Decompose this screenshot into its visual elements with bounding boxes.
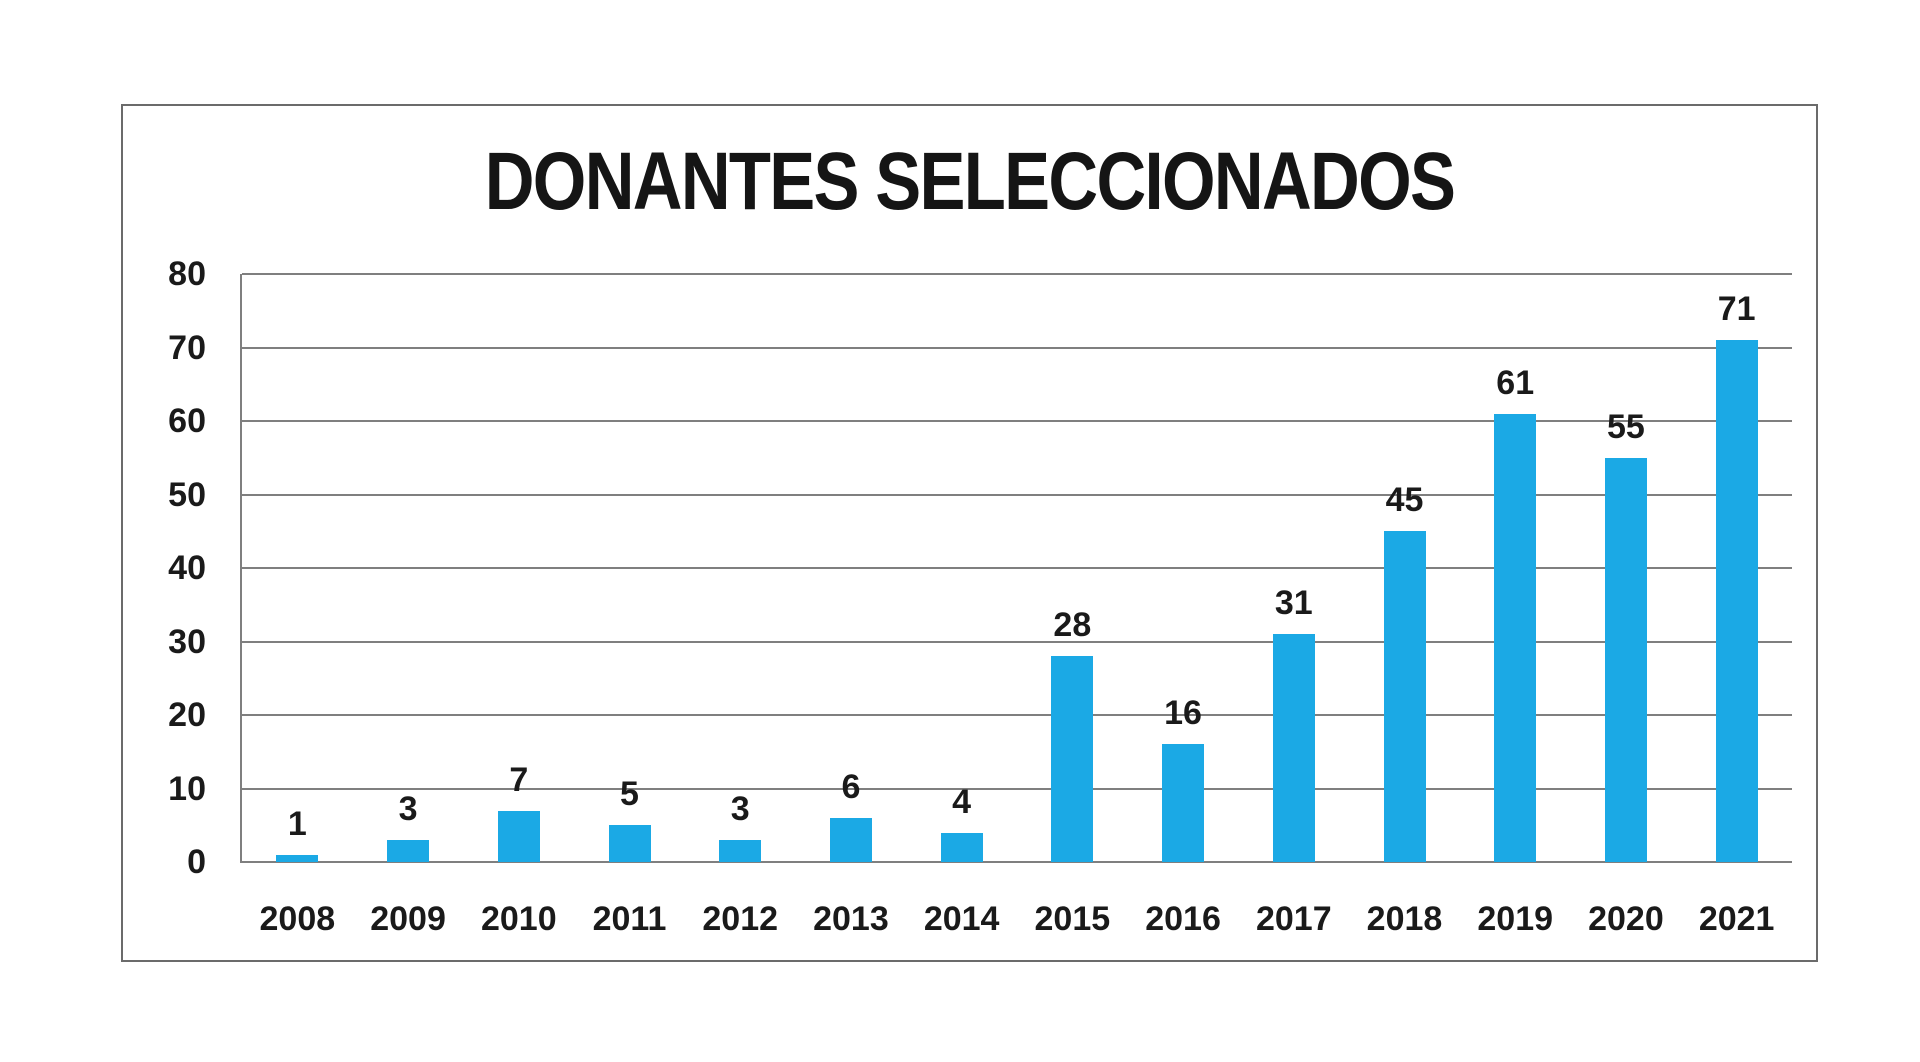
x-tick-label: 2010: [480, 900, 557, 938]
x-tick-label: 2021: [1698, 900, 1775, 938]
bar-value-label: 71: [1717, 290, 1756, 329]
bar: [387, 839, 430, 862]
x-tick-label: 2017: [1255, 900, 1332, 938]
bar-value-label: 1: [287, 804, 307, 843]
y-tick-label: 80: [168, 255, 206, 293]
bar: [829, 817, 872, 862]
bar: [1162, 744, 1205, 862]
y-tick-label: 40: [168, 549, 206, 587]
chart-title: DONANTES SELECCIONADOS: [484, 136, 1456, 227]
x-tick-label: 2019: [1477, 900, 1554, 938]
bar: [1604, 457, 1647, 862]
x-tick-label: 2012: [702, 900, 779, 938]
bar: [1383, 531, 1426, 862]
x-tick-label: 2018: [1366, 900, 1443, 938]
bar-value-label: 3: [398, 789, 418, 828]
y-tick-label: 20: [168, 696, 206, 734]
y-axis-line: [240, 274, 242, 863]
gridline: [242, 640, 1792, 643]
bar: [276, 854, 319, 862]
bar-value-label: 16: [1164, 694, 1202, 733]
gridline: [242, 714, 1792, 716]
bar: [1051, 656, 1094, 862]
bar-value-label: 45: [1385, 481, 1424, 520]
x-tick-label: 2016: [1145, 900, 1221, 938]
gridline: [242, 493, 1792, 496]
x-tick-label: 2015: [1034, 900, 1111, 938]
gridline: [242, 420, 1792, 422]
x-tick-label: 2011: [592, 900, 667, 938]
x-tick-label: 2020: [1588, 900, 1664, 938]
gridline: [242, 861, 1792, 863]
y-tick-label: 60: [168, 402, 206, 440]
y-tick-label: 30: [168, 622, 206, 661]
bar-value-label: 61: [1496, 363, 1535, 402]
bar: [940, 832, 983, 862]
bar-value-label: 31: [1274, 584, 1313, 623]
gridline: [242, 787, 1792, 790]
bar: [1272, 634, 1315, 862]
gridline: [242, 273, 1792, 275]
gridline: [242, 346, 1792, 349]
bar: [497, 810, 540, 862]
y-tick-label: 70: [168, 328, 206, 367]
bar: [1494, 413, 1537, 862]
bar-value-label: 55: [1607, 407, 1645, 446]
plot-area: 0 10 20 30 40 50 60 70 80 1 3 7 5 3 6 4 28 16 31 45 61 55 71 …: [168, 257, 1792, 936]
bar-value-label: 5: [620, 775, 639, 814]
bar-chart: DONANTES SELECCIONADOS 0 10 20 30 40 50 60 70 80…: [121, 104, 1818, 962]
gridline: [242, 567, 1792, 569]
y-tick-label: 0: [187, 843, 206, 881]
bar-value-label: 28: [1053, 606, 1092, 645]
bar-value-label: 4: [952, 782, 972, 821]
x-tick-label: 2008: [259, 900, 336, 938]
x-tick-label: 2009: [370, 900, 446, 938]
y-tick-label: 10: [168, 769, 206, 808]
bar-value-label: 7: [509, 760, 529, 799]
bar: [608, 825, 651, 862]
x-tick-label: 2014: [923, 900, 1000, 938]
x-tick-label: 2013: [813, 900, 889, 938]
y-tick-label: 50: [168, 475, 206, 514]
bar: [719, 839, 762, 862]
bar: [1715, 340, 1758, 862]
bar-value-label: 6: [841, 767, 861, 806]
bar-value-label: 3: [730, 789, 750, 828]
